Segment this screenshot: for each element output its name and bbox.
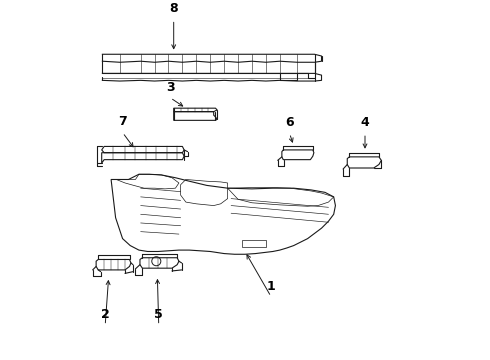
- Text: 1: 1: [267, 279, 275, 293]
- Text: 3: 3: [166, 81, 174, 94]
- Text: 2: 2: [101, 309, 110, 321]
- Text: 7: 7: [118, 115, 127, 129]
- Text: 4: 4: [361, 116, 369, 129]
- Text: 5: 5: [154, 309, 163, 321]
- Text: 6: 6: [285, 116, 294, 129]
- Text: 8: 8: [170, 2, 178, 15]
